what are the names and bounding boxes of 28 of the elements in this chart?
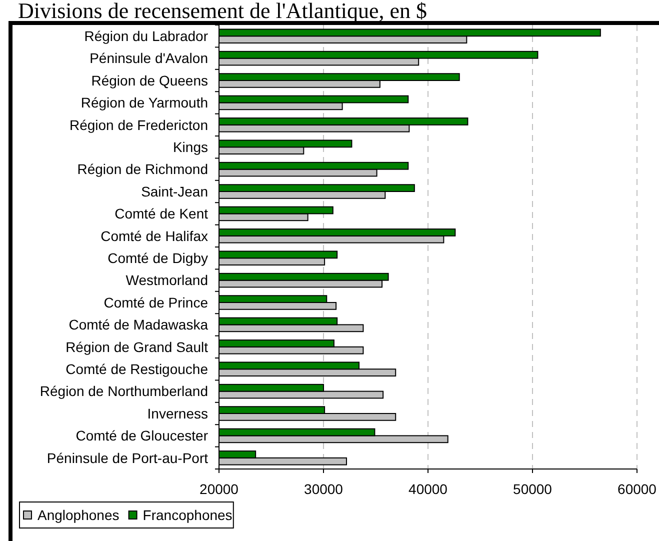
y-tick-label: Comté de Gloucester: [76, 428, 208, 444]
legend-label: Francophones: [142, 506, 232, 523]
x-tick-label: 20000: [200, 480, 239, 497]
y-tick-label: Région de Fredericton: [69, 116, 208, 133]
y-tick-label: Kings: [172, 139, 208, 155]
chart-title: Divisions de recensement de l'Atlantique, en $: [18, 0, 428, 23]
y-tick-label: Péninsule de Port-au-Port: [46, 450, 208, 466]
x-tick-label: 60000: [618, 480, 657, 497]
y-tick-label: Région de Richmond: [77, 161, 208, 178]
y-tick-label: Comté de Restigouche: [66, 361, 208, 377]
y-tick-label: Région de Queens: [91, 72, 208, 88]
x-tick-label: 50000: [513, 480, 552, 497]
y-tick-label: Comté de Madawaska: [68, 316, 208, 333]
y-tick-label: Péninsule d'Avalon: [90, 50, 208, 66]
y-tick-label: Inverness: [147, 405, 208, 422]
y-tick-label: Région de Grand Sault: [66, 338, 208, 355]
legend-label: Anglophones: [38, 506, 120, 523]
y-tick-label: Westmorland: [126, 272, 208, 288]
y-tick-label: Comté de Halifax: [100, 228, 208, 244]
x-tick-label: 30000: [304, 480, 344, 497]
y-tick-label: Région de Yarmouth: [80, 94, 208, 111]
y-tick-label: Comté de Kent: [114, 206, 208, 222]
y-tick-label: Comté de Prince: [104, 294, 208, 310]
y-tick-label: Région de Northumberland: [40, 383, 208, 400]
y-tick-label: Saint-Jean: [141, 183, 208, 200]
y-tick-label: Comté de Digby: [108, 250, 208, 266]
y-tick-label: Région du Labrador: [84, 28, 208, 44]
x-tick-label: 40000: [408, 480, 448, 497]
